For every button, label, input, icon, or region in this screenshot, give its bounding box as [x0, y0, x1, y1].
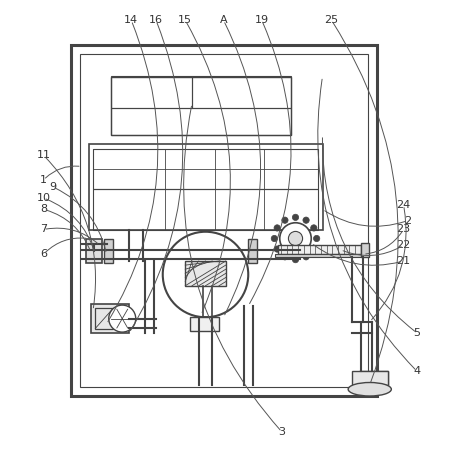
Circle shape: [271, 235, 277, 242]
Bar: [358, 371, 388, 385]
Text: 5: 5: [413, 328, 420, 338]
Text: 8: 8: [40, 204, 47, 214]
Circle shape: [163, 232, 248, 317]
Bar: [95, 308, 113, 328]
Bar: [93, 189, 318, 230]
Circle shape: [282, 217, 288, 223]
Bar: [111, 108, 291, 135]
Circle shape: [313, 235, 320, 242]
Text: 7: 7: [40, 225, 47, 234]
Bar: [111, 76, 192, 108]
Circle shape: [303, 217, 309, 223]
Circle shape: [288, 231, 302, 246]
Circle shape: [282, 254, 288, 260]
Circle shape: [274, 246, 280, 252]
Bar: [277, 245, 361, 254]
Polygon shape: [352, 371, 388, 385]
Text: A: A: [219, 15, 228, 25]
Bar: [190, 317, 219, 331]
Bar: [86, 238, 102, 263]
Text: 25: 25: [324, 15, 338, 25]
Bar: [111, 76, 291, 135]
Text: 15: 15: [178, 15, 192, 25]
Text: 4: 4: [413, 366, 420, 376]
Circle shape: [310, 225, 317, 231]
Circle shape: [292, 256, 299, 263]
Circle shape: [280, 223, 311, 254]
Text: 3: 3: [279, 427, 285, 437]
Text: 2: 2: [404, 216, 411, 225]
Bar: [80, 54, 367, 387]
Bar: [185, 261, 226, 286]
Bar: [248, 238, 257, 263]
Text: 11: 11: [36, 150, 51, 160]
Text: 19: 19: [255, 15, 269, 25]
Text: 14: 14: [124, 15, 138, 25]
Bar: [71, 45, 376, 396]
Text: 1: 1: [40, 175, 47, 185]
Bar: [192, 76, 291, 108]
Text: 22: 22: [396, 240, 410, 250]
Bar: [361, 243, 369, 256]
Circle shape: [310, 246, 317, 252]
Text: 21: 21: [396, 256, 410, 266]
Bar: [104, 238, 113, 263]
Circle shape: [303, 254, 309, 260]
Circle shape: [292, 214, 299, 220]
Bar: [91, 304, 129, 333]
Bar: [275, 254, 363, 256]
Circle shape: [274, 225, 280, 231]
Text: 16: 16: [149, 15, 163, 25]
Ellipse shape: [348, 382, 392, 396]
Text: 9: 9: [49, 182, 56, 192]
Text: 10: 10: [36, 193, 51, 203]
Text: 24: 24: [396, 200, 410, 210]
Text: 6: 6: [40, 249, 47, 259]
Bar: [89, 144, 322, 230]
Bar: [93, 148, 318, 189]
Text: 23: 23: [396, 225, 410, 234]
Circle shape: [109, 305, 136, 332]
